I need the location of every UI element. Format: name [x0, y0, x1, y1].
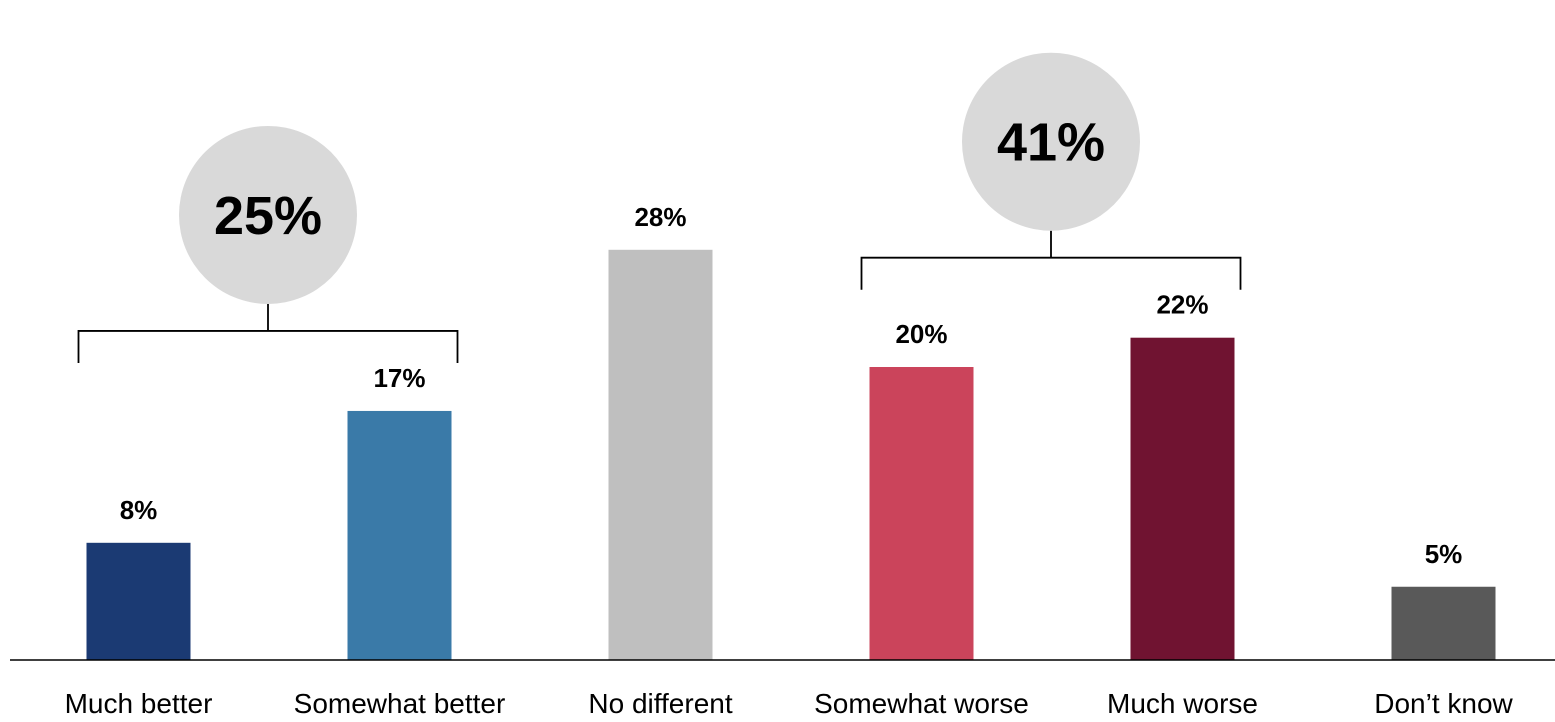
group-total-label: 25% [214, 186, 322, 246]
category-label: Much better [65, 688, 213, 719]
bar-value-label: 22% [1156, 290, 1208, 320]
group-total-circle [962, 52, 1140, 231]
group-annotations: 25% 41% [77, 52, 1242, 363]
group-bracket [77, 303, 459, 363]
bar-value-label: 20% [895, 319, 947, 349]
group-bracket [860, 230, 1242, 290]
bar [347, 410, 452, 660]
bar [608, 249, 713, 661]
group-total-label: 41% [997, 113, 1105, 173]
category-label: Somewhat worse [814, 688, 1029, 719]
bars [86, 249, 1496, 661]
bar-value-label: 17% [373, 363, 425, 393]
category-label: Much worse [1107, 688, 1258, 719]
bar [869, 367, 974, 660]
bar [1130, 337, 1235, 660]
category-labels: Much better Somewhat better No different So… [65, 688, 1514, 719]
category-label: No different [588, 688, 732, 719]
category-label: Somewhat better [294, 688, 506, 719]
bar-value-label: 8% [120, 495, 158, 525]
bar-value-label: 5% [1425, 539, 1463, 569]
bar-value-label: 28% [634, 202, 686, 232]
bar [1391, 586, 1496, 660]
bar-value-labels: 8% 17% 28% 20% 22% 5% [120, 202, 1463, 569]
bar [86, 542, 191, 660]
category-label: Don’t know [1374, 688, 1513, 719]
group-total-circle [179, 125, 357, 304]
